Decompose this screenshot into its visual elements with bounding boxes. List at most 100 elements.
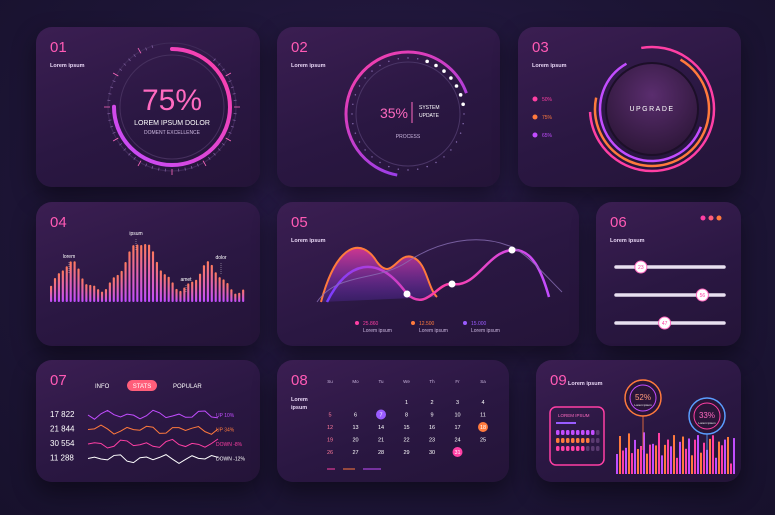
bar	[206, 261, 209, 302]
bar	[222, 279, 225, 302]
calendar-day[interactable]: 15	[403, 425, 409, 431]
peak-label: dolor	[215, 255, 226, 261]
upgrade-button-label[interactable]: UPGRADE	[629, 106, 674, 113]
calendar-day[interactable]: 28	[378, 450, 384, 456]
mini-cell	[566, 438, 570, 443]
calendar-day[interactable]: 31	[454, 450, 460, 456]
gauge-tick	[133, 54, 136, 58]
calendar-day[interactable]: 22	[403, 438, 409, 444]
bar	[116, 274, 119, 302]
calendar-day[interactable]: 3	[456, 400, 459, 406]
calendar-day[interactable]: 26	[327, 450, 333, 456]
weekday-label: Tu	[378, 379, 384, 384]
gauge-value: 35%	[380, 105, 408, 121]
gauge-tick	[232, 119, 236, 121]
calendar-day[interactable]: 21	[378, 438, 384, 444]
gauge-dot	[434, 63, 438, 68]
trend-label: UP 34%	[216, 428, 235, 434]
gauge-tick	[213, 152, 216, 156]
legend-label: Lorem ipsum	[363, 328, 392, 334]
bar	[159, 270, 162, 302]
bar	[175, 288, 178, 302]
bar	[53, 277, 57, 302]
gauge-tick	[221, 68, 225, 71]
calendar-day[interactable]: 24	[454, 438, 460, 444]
gauge-tick	[123, 148, 127, 151]
calendar-day[interactable]: 11	[480, 413, 486, 419]
calendar-day[interactable]: 12	[327, 425, 333, 431]
legend-value: 15.000	[471, 321, 487, 327]
card-label: Lorem ipsum	[291, 397, 308, 411]
legend-dot	[532, 96, 538, 102]
calendar-day[interactable]: 19	[327, 438, 333, 444]
gauge-caption: DOMENT EXCELLENCE	[144, 130, 201, 136]
tab-stats[interactable]: STATS	[133, 384, 151, 390]
calendar-day[interactable]: 1	[405, 400, 408, 406]
calendar-day[interactable]: 10	[454, 413, 460, 419]
legend-value: 25.860	[363, 321, 379, 327]
card-number: 06	[610, 214, 627, 231]
gauge-dot	[425, 59, 429, 64]
bar	[140, 244, 143, 302]
legend-value: 75%	[542, 115, 553, 121]
bar	[155, 261, 158, 302]
calendar-day[interactable]: 23	[429, 438, 435, 444]
calendar-day[interactable]: 29	[403, 450, 409, 456]
data-point[interactable]	[403, 290, 411, 298]
data-point[interactable]	[448, 280, 456, 288]
slider-thumb[interactable]	[695, 288, 709, 302]
card-number: 03	[532, 39, 549, 56]
gauge-tick	[230, 125, 234, 128]
gauge-tick	[151, 45, 154, 49]
legend-value: 50%	[542, 97, 553, 103]
mini-cell	[556, 430, 560, 435]
calendar-day[interactable]: 6	[354, 413, 357, 419]
tab-info[interactable]: INFO	[95, 384, 110, 390]
data-point[interactable]	[508, 246, 516, 254]
calendar-day[interactable]: 8	[405, 413, 408, 419]
calendar-day[interactable]: 16	[429, 425, 435, 431]
calendar-day[interactable]: 4	[481, 400, 484, 406]
gauge-tick	[184, 167, 186, 171]
calendar-day[interactable]: 2	[430, 400, 433, 406]
calendar-day[interactable]: 17	[454, 425, 460, 431]
peak-label: ipsum	[129, 231, 142, 237]
gauge-dot	[426, 165, 428, 168]
bar	[132, 245, 135, 302]
calendar-day[interactable]: 9	[430, 413, 433, 419]
bar	[65, 266, 68, 302]
wave-chart-05: 25.860 Lorem ipsum 12.500 Lorem ipsum 15…	[316, 239, 563, 334]
mini-cell	[586, 446, 590, 451]
bar	[163, 274, 166, 302]
bar	[61, 270, 64, 302]
calendar-day[interactable]: 13	[352, 425, 358, 431]
calendar-day[interactable]: 14	[378, 425, 384, 431]
gauge-tick	[119, 68, 123, 71]
card-number: 02	[291, 39, 308, 56]
bar	[619, 436, 621, 474]
calendar-day[interactable]: 25	[480, 438, 486, 444]
slider-thumb[interactable]	[634, 260, 648, 274]
calendar-day[interactable]: 18	[480, 425, 486, 431]
bar	[652, 443, 654, 474]
gauge-dot	[417, 58, 419, 60]
calendar-day[interactable]: 5	[328, 413, 331, 419]
calendar-day[interactable]: 30	[429, 450, 435, 456]
calendar-day[interactable]: 7	[379, 413, 382, 419]
calendar-day[interactable]: 20	[352, 438, 358, 444]
calendar-day[interactable]: 27	[352, 450, 358, 456]
bar	[238, 292, 241, 302]
tab-stats-bg[interactable]	[127, 380, 157, 391]
bar	[69, 261, 72, 302]
mini-cell	[596, 430, 600, 435]
mini-cell	[561, 430, 565, 435]
mini-cell	[591, 438, 595, 443]
card-09: 09 Lorem ipsum LOREM IPSUM 52% Lorem ips…	[536, 360, 741, 482]
upgrade-button[interactable]	[605, 62, 699, 156]
legend-value: 12.500	[419, 321, 435, 327]
tab-popular[interactable]: POPULAR	[173, 384, 202, 390]
bar	[631, 453, 633, 474]
slider-thumb[interactable]	[658, 316, 672, 330]
gauge-dot	[442, 69, 446, 73]
gauge-tick	[145, 47, 148, 51]
